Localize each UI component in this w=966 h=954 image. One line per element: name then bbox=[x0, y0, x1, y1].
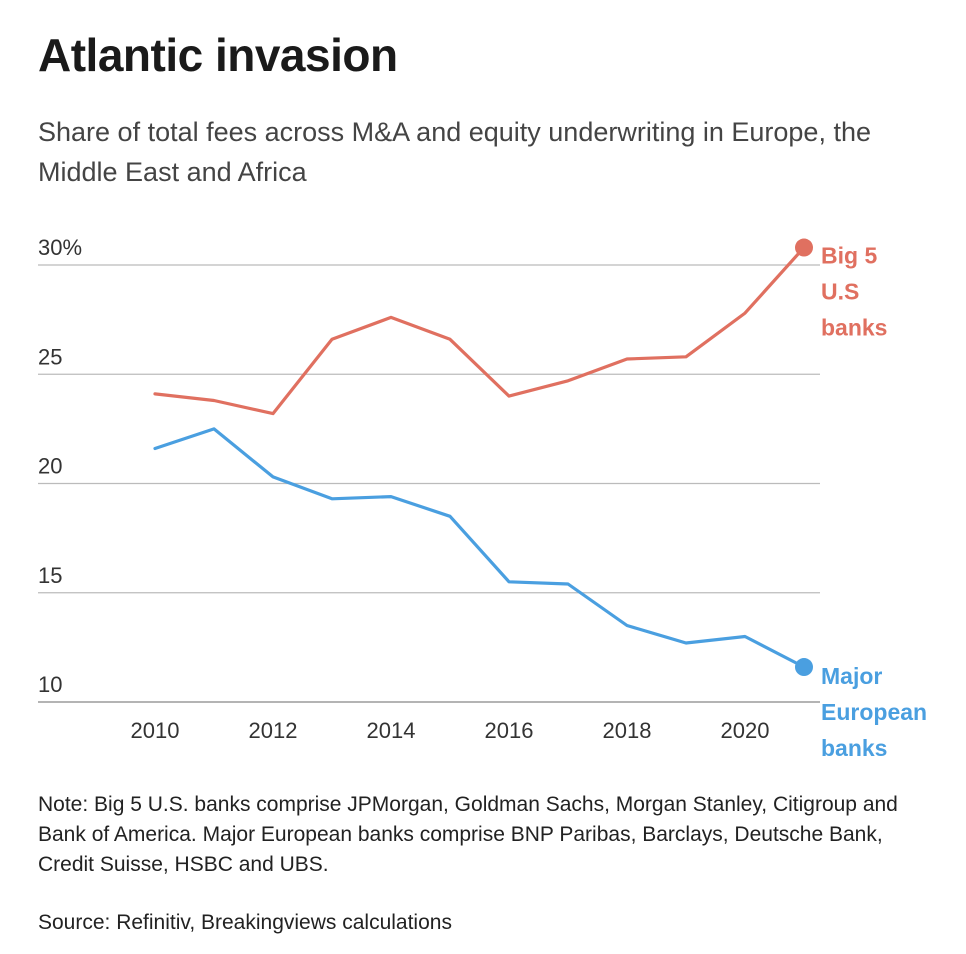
x-tick-label-2016: 2016 bbox=[485, 718, 534, 743]
x-tick-label-2020: 2020 bbox=[721, 718, 770, 743]
series-label-eu-line-2: European bbox=[821, 699, 927, 725]
chart-source: Source: Refinitiv, Breakingviews calcula… bbox=[38, 911, 452, 934]
series-label-us-line-2: U.S bbox=[821, 279, 859, 305]
y-tick-label-25: 25 bbox=[38, 344, 62, 369]
chart-subtitle: Share of total fees across M&A and equit… bbox=[38, 117, 871, 187]
x-tick-label-2010: 2010 bbox=[131, 718, 180, 743]
chart-note: Note: Big 5 U.S. banks comprise JPMorgan… bbox=[38, 793, 898, 876]
series-label-us-line-3: banks bbox=[821, 315, 887, 341]
series-label-eu-line-1: Major bbox=[821, 663, 882, 689]
data-point-eu-2021 bbox=[795, 658, 813, 677]
x-tick-label-2018: 2018 bbox=[603, 718, 652, 743]
chart-title: Atlantic invasion bbox=[38, 29, 398, 81]
y-tick-label-20: 20 bbox=[38, 454, 62, 479]
series-line-us-banks bbox=[153, 245, 806, 416]
series-label-eu-line-3: banks bbox=[821, 735, 887, 761]
series-line-european-banks bbox=[153, 427, 806, 669]
x-axis-tick-labels: 2010 2012 2014 2016 2018 2020 bbox=[131, 718, 770, 743]
y-tick-label-30: 30% bbox=[38, 235, 82, 260]
x-tick-label-2014: 2014 bbox=[367, 718, 416, 743]
y-tick-label-15: 15 bbox=[38, 563, 62, 588]
x-tick-label-2012: 2012 bbox=[249, 718, 298, 743]
y-axis-tick-labels: 10 15 20 25 30% bbox=[38, 235, 82, 697]
series-labels: Big 5 U.S banks Major European banks bbox=[821, 243, 927, 762]
series-label-us-line-1: Big 5 bbox=[821, 243, 877, 269]
line-chart: 10 15 20 25 30% 2010 2012 2014 2016 2018 2020 Big… bbox=[38, 235, 927, 762]
y-tick-label-10: 10 bbox=[38, 672, 62, 697]
gridlines bbox=[38, 264, 820, 703]
series-lines bbox=[153, 238, 813, 677]
data-point-us-2021 bbox=[795, 238, 813, 257]
